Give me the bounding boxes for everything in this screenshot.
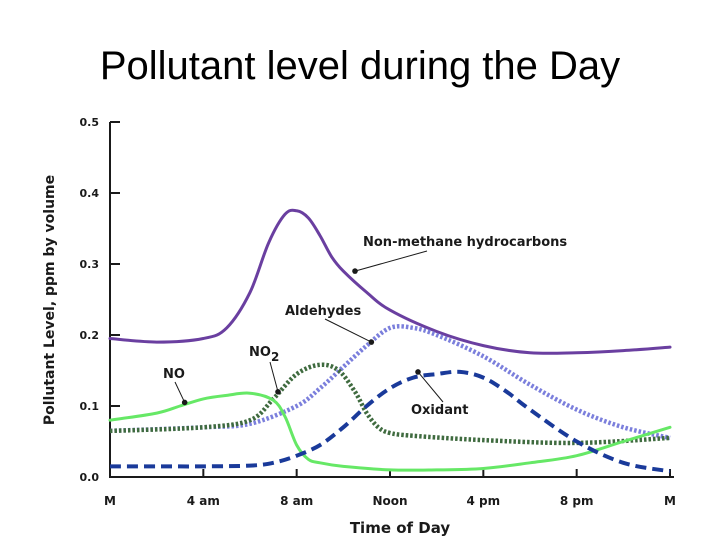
x-tick-label: M <box>664 494 676 508</box>
annotation-dot-no <box>181 399 188 406</box>
x-tick-label: Noon <box>372 494 407 508</box>
annotation-leader-non-methane-hydrocarbons <box>354 250 428 272</box>
annotation-leader-aldehydes <box>324 318 372 343</box>
x-tick-label: 4 pm <box>467 494 501 508</box>
y-tick-label: 0.3 <box>80 258 100 271</box>
annotation-dot-no2 <box>275 389 281 395</box>
y-tick-label: 0.4 <box>80 187 100 200</box>
x-tick-label: 8 am <box>280 494 313 508</box>
annotation-dot-non-methane-hydrocarbons <box>352 268 358 274</box>
annotation-label-aldehydes: Aldehydes <box>285 304 361 319</box>
y-tick-label: 0.0 <box>80 471 100 484</box>
series-line-no2 <box>109 362 671 446</box>
annotation-label-non-methane-hydrocarbons: Non-methane hydrocarbons <box>363 235 567 250</box>
annotation-dot-oxidant <box>415 369 421 375</box>
annotation-leader-oxidant <box>417 371 444 403</box>
series-line-aldehydes <box>109 324 671 441</box>
annotation-dot-aldehydes <box>368 339 375 345</box>
x-axis-title: Time of Day <box>350 519 451 537</box>
y-tick-label: 0.2 <box>80 329 100 342</box>
annotation-leader-no <box>174 381 186 403</box>
y-axis-title: Pollutant Level, ppm by volume <box>42 175 58 425</box>
series-line-oxidant <box>109 369 671 474</box>
annotation-label-no2: NO2 <box>249 345 279 364</box>
series-line-no <box>108 391 672 472</box>
x-tick-label: M <box>104 494 116 508</box>
x-tick-label: 4 am <box>187 494 220 508</box>
annotation-label-oxidant: Oxidant <box>411 403 468 418</box>
series-line-non-methane-hydrocarbons <box>108 208 672 355</box>
y-tick-label: 0.5 <box>80 116 100 129</box>
slide-title: Pollutant level during the Day <box>99 44 621 88</box>
annotation-subscript: 2 <box>271 350 279 364</box>
y-tick-label: 0.1 <box>80 400 100 413</box>
annotation-label-no: NO <box>163 367 185 382</box>
x-tick-label: 8 pm <box>560 494 594 508</box>
annotation-leader-no2 <box>269 361 279 392</box>
